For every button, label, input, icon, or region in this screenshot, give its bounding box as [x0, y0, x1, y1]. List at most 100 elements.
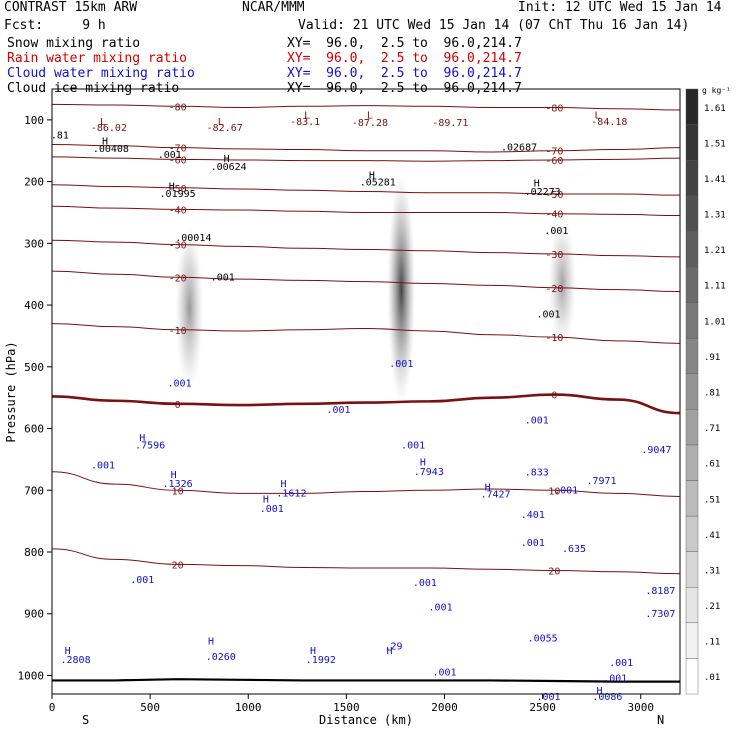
extremum-label: H	[263, 495, 269, 506]
colorbar-segment	[685, 195, 699, 232]
extremum-label: .7596	[135, 440, 165, 451]
extremum-label: H	[169, 182, 175, 193]
extremum-label: H	[224, 154, 230, 165]
y-tick-label: 1000	[18, 669, 45, 682]
extremum-label: -86.02	[91, 123, 127, 134]
extremum-label: H	[139, 433, 145, 444]
field-label-snow: Snow mixing ratio	[7, 36, 141, 51]
extremum-label: H	[208, 637, 214, 648]
extremum-label: .05281	[360, 177, 396, 188]
extremum-label: .001	[401, 440, 425, 451]
isotherm-label--10-0: -10	[169, 326, 187, 337]
extremum-label: .001	[130, 575, 154, 586]
field-xy-rain: XY= 96.0, 2.5 to 96.0,214.7	[287, 51, 522, 66]
snow-plume-2	[548, 218, 577, 349]
colorbar-tick-label: .41	[704, 531, 720, 541]
organization: NCAR/MMM	[242, 0, 305, 15]
colorbar-segment	[685, 88, 699, 125]
isotherm--70	[52, 144, 680, 153]
colorbar-segment	[685, 409, 699, 446]
y-tick-label: 500	[24, 361, 44, 374]
colorbar-segment	[685, 587, 699, 624]
isotherm-label--40-1: -40	[545, 210, 563, 221]
x-tick-label: 0	[49, 701, 56, 714]
extremum-label: -87.28	[352, 118, 388, 129]
colorbar-segment	[685, 480, 699, 517]
isotherm--20	[52, 270, 680, 292]
isotherm--10	[52, 323, 680, 344]
extremum-label: .001	[211, 272, 235, 283]
forecast-hour: Fcst: 9 h	[4, 18, 106, 33]
colorbar-tick-label: .71	[704, 424, 720, 434]
isotherm-label--60-1: -60	[545, 156, 563, 167]
extremum-label: .001	[389, 359, 413, 370]
isotherm-label--20-1: -20	[545, 284, 563, 295]
extremum-label: .7427	[480, 490, 510, 501]
y-tick-label: 700	[24, 484, 44, 497]
extremum-label: -84.18	[591, 117, 627, 128]
isotherm--50	[52, 184, 680, 196]
isotherm-label--30-0: -30	[169, 241, 187, 252]
extremum-label: .001	[554, 485, 578, 496]
colorbar-segment	[685, 266, 699, 303]
extremum-label: .001	[326, 405, 350, 416]
extremum-label: .81	[51, 130, 69, 141]
x-tick-label: 500	[140, 701, 160, 714]
extremum-label: H	[534, 179, 540, 190]
extremum-label: .401	[521, 510, 545, 521]
extremum-label: H	[387, 646, 393, 657]
extremum-label: .1612	[276, 488, 306, 499]
extremum-label: .001	[260, 504, 284, 515]
extremum-label: L	[304, 111, 310, 122]
extremum-label: .001	[525, 416, 549, 427]
extremum-label: .7943	[414, 467, 444, 478]
isotherm-0	[52, 393, 680, 415]
extremum-label: .0086	[592, 692, 622, 703]
isotherm-label-10-1: 10	[548, 486, 560, 497]
isotherm-label--30-1: -30	[545, 250, 563, 261]
x-tick-label: 1500	[333, 701, 360, 714]
extremum-label: .7971	[586, 476, 616, 487]
extremum-label: .0260	[206, 652, 236, 663]
x-axis-label: Distance (km)	[319, 713, 413, 727]
colorbar-tick-label: .81	[704, 389, 720, 399]
colorbar-segment	[685, 124, 699, 161]
colorbar-segment	[685, 159, 699, 196]
colorbar-tick-label: .51	[704, 495, 720, 505]
extremum-label: .9047	[641, 445, 671, 456]
y-tick-label: 900	[24, 608, 44, 621]
colorbar-tick-label: .11	[704, 638, 720, 648]
isotherm-label--70-1: -70	[545, 147, 563, 158]
extremum-label: L	[218, 117, 224, 128]
extremum-label: .001	[536, 692, 560, 703]
extremum-label: -89.71	[432, 118, 468, 129]
extremum-label: H	[420, 458, 426, 469]
extremum-label: .001	[168, 379, 192, 390]
isotherm-label-0-1: 0	[551, 391, 557, 402]
field-xy-snow: XY= 96.0, 2.5 to 96.0,214.7	[287, 36, 522, 51]
isotherm--40	[52, 205, 680, 217]
colorbar-segment	[685, 622, 699, 659]
isotherm-label--80-0: -80	[169, 102, 187, 113]
surface-pressure-line	[52, 678, 680, 683]
colorbar-segment	[685, 658, 699, 695]
isotherm-label-20-1: 20	[548, 567, 560, 578]
colorbar-tick-label: 1.61	[704, 104, 726, 114]
isotherm-10	[52, 471, 680, 497]
extremum-label: .001	[432, 667, 456, 678]
init-time: Init: 12 UTC Wed 15 Jan 14	[518, 0, 722, 15]
extremum-label: H	[281, 479, 287, 490]
extremum-label: .00624	[211, 162, 247, 173]
extremum-label: .1326	[163, 479, 193, 490]
extremum-label: .02687	[501, 143, 537, 154]
field-label-cloud-water: Cloud water mixing ratio	[7, 66, 195, 81]
extremum-label: H	[171, 470, 177, 481]
y-tick-label: 300	[24, 237, 44, 250]
isotherm-label--50-0: -50	[169, 184, 187, 195]
isotherm-label--50-1: -50	[545, 190, 563, 201]
extremum-label: .1992	[306, 655, 336, 666]
isotherm--60	[52, 156, 680, 162]
extremum-label: .001	[544, 226, 568, 237]
extremum-label: .001	[429, 603, 453, 614]
